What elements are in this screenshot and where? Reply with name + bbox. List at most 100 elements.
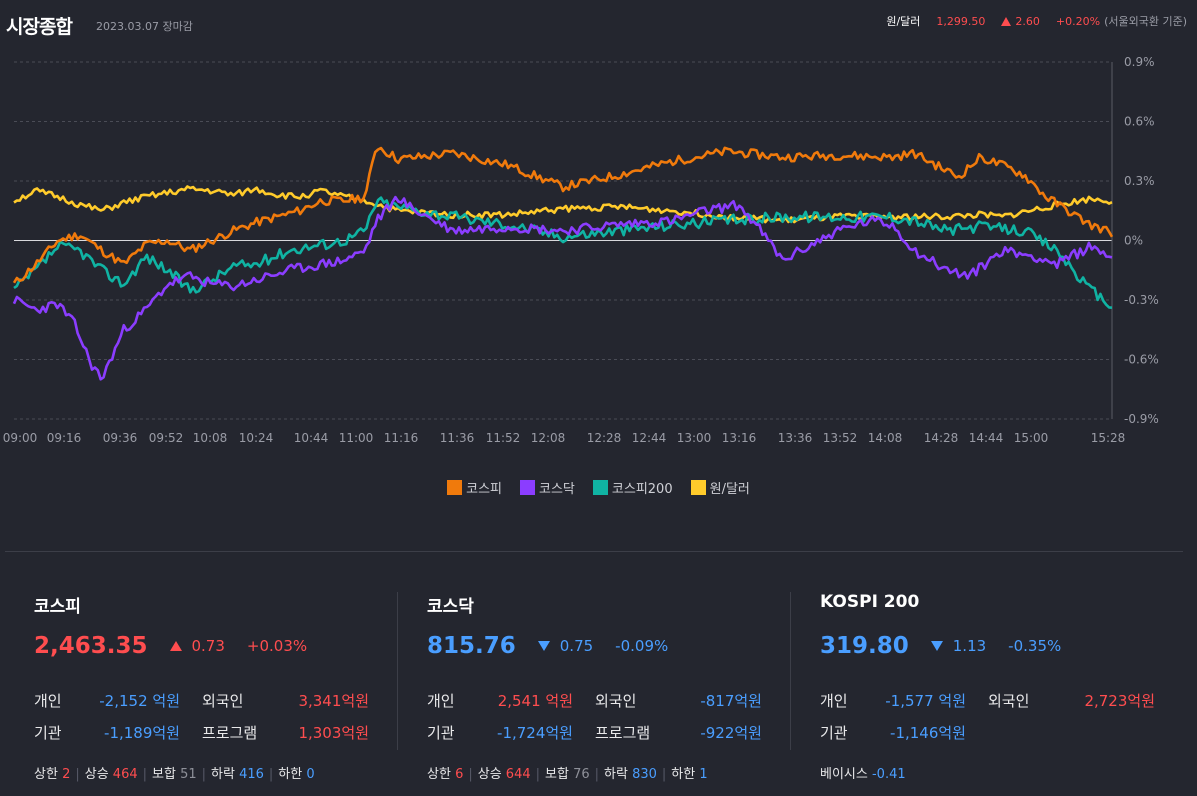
y-tick-label: 0.3% (1124, 174, 1155, 188)
investor-label: 개인 (34, 692, 62, 710)
x-tick-label: 13:52 (823, 431, 858, 445)
index-percent: -0.35% (1008, 637, 1062, 655)
panel-title: 코스피 (34, 597, 81, 617)
investor-value: -817억원 (700, 692, 762, 710)
investor-label: 개인 (427, 692, 455, 710)
stat-value: 76 (573, 767, 590, 782)
fx-summary: 원/달러 1,299.50 2.60 +0.20% (서울외국환 기준) (886, 13, 1187, 29)
up-arrow-icon (169, 641, 182, 651)
chart-legend: 코스피 코스닥 코스피200 원/달러 (0, 478, 1197, 497)
legend-swatch (592, 480, 608, 495)
x-tick-label: 11:00 (339, 431, 374, 445)
investor-label: 기관 (34, 724, 62, 742)
kospi200-panel: KOSPI 200 319.80 1.13 -0.35% 개인 -1,577 억… (820, 592, 1180, 792)
x-tick-label: 11:36 (440, 431, 475, 445)
investor-label: 외국인 (988, 692, 1030, 710)
stat-label: 보합 (545, 767, 569, 782)
stat-value: 416 (239, 767, 264, 782)
panel-title: 코스닥 (427, 597, 474, 617)
index-quote: 319.80 1.13 -0.35% (820, 633, 1083, 659)
index-value: 2,463.35 (34, 633, 148, 659)
index-quote: 815.76 0.75 -0.09% (427, 633, 690, 659)
fx-label: 원/달러 (886, 15, 921, 28)
x-axis-ticks: 09:00 09:16 09:36 09:52 10:08 10:24 10:44 11:00… (3, 431, 1126, 445)
fx-change: 2.60 (1015, 14, 1040, 28)
x-tick-label: 11:52 (486, 431, 521, 445)
investor-label: 프로그램 (202, 724, 258, 742)
y-axis-ticks: 0.9% 0.6% 0.3% 0% -0.3% -0.6% -0.9% (1124, 55, 1159, 426)
index-change: 1.13 (952, 637, 987, 655)
section-divider (5, 551, 1183, 552)
advance-decline-stats: 상한 6 | 상승 644 | 보합 76 | 하락 830 | 하한 1 (427, 767, 708, 782)
investor-label: 기관 (427, 724, 455, 742)
y-tick-label: -0.9% (1124, 412, 1159, 426)
stat-label: 상승 (477, 767, 502, 782)
legend-label: 코스피200 (611, 482, 673, 497)
investor-value: -1,724억원 (497, 724, 573, 742)
x-tick-label: 13:36 (778, 431, 813, 445)
panel-title: KOSPI 200 (820, 592, 920, 612)
basis-value: -0.41 (871, 767, 906, 782)
investor-value: 1,303억원 (298, 724, 369, 742)
x-tick-label: 11:16 (384, 431, 419, 445)
x-tick-label: 15:28 (1091, 431, 1126, 445)
index-value: 319.80 (820, 633, 909, 659)
investor-value: -2,152 억원 (99, 692, 180, 710)
panel-divider (790, 592, 791, 750)
investor-value: 2,541 억원 (497, 692, 573, 710)
kospi-panel: 코스피 2,463.35 0.73 +0.03% 개인 -2,152 억원 외국… (34, 592, 394, 792)
header: 시장종합 2023.03.07 장마감 원/달러 1,299.50 2.60 +… (0, 0, 1197, 50)
legend-item-kospi[interactable]: 코스피 (447, 478, 502, 497)
legend-item-kosdaq[interactable]: 코스닥 (520, 478, 575, 497)
x-tick-label: 10:44 (294, 431, 329, 445)
x-tick-label: 12:28 (587, 431, 622, 445)
fx-value: 1,299.50 (936, 14, 986, 28)
stat-value: 644 (505, 767, 531, 782)
stat-label: 상승 (84, 767, 109, 782)
legend-item-usdkrw[interactable]: 원/달러 (690, 478, 750, 497)
x-tick-label: 09:36 (103, 431, 138, 445)
stat-value: 2 (62, 767, 71, 782)
x-tick-label: 14:28 (924, 431, 959, 445)
stat-label: 상한 (427, 767, 451, 782)
stat-label: 상한 (34, 767, 58, 782)
stat-value: 0 (306, 767, 315, 782)
down-arrow-icon (930, 641, 943, 651)
y-tick-label: -0.6% (1124, 353, 1159, 367)
legend-swatch (690, 480, 706, 495)
up-arrow-icon (1001, 16, 1012, 26)
x-tick-label: 12:44 (632, 431, 667, 445)
stat-value: 1 (699, 767, 708, 782)
down-arrow-icon (537, 641, 550, 651)
investor-value: 2,723억원 (1084, 692, 1155, 710)
investor-value: -1,189억원 (104, 724, 180, 742)
x-tick-label: 10:24 (239, 431, 274, 445)
x-tick-label: 13:00 (677, 431, 712, 445)
investor-label: 프로그램 (595, 724, 651, 742)
x-tick-label: 09:52 (149, 431, 184, 445)
y-tick-label: 0.9% (1124, 55, 1155, 69)
stat-value: 6 (455, 767, 464, 782)
kosdaq-panel: 코스닥 815.76 0.75 -0.09% 개인 2,541 억원 외국인 -… (427, 592, 787, 792)
investor-value: -1,577 억원 (885, 692, 966, 710)
y-tick-label: 0% (1124, 234, 1143, 248)
x-tick-label: 14:08 (868, 431, 903, 445)
page-title: 시장종합 (6, 16, 73, 38)
stat-label: 하락 (211, 767, 235, 782)
legend-item-kospi200[interactable]: 코스피200 (592, 478, 673, 497)
investor-value: 3,341억원 (298, 692, 369, 710)
fx-note: (서울외국환 기준) (1104, 15, 1187, 28)
x-tick-label: 12:08 (531, 431, 566, 445)
stat-value: 830 (632, 767, 657, 782)
series-line-kospi200 (13, 196, 1113, 309)
index-quote: 2,463.35 0.73 +0.03% (34, 633, 329, 659)
index-value: 815.76 (427, 633, 516, 659)
basis-label: 베이시스 (820, 767, 868, 782)
x-tick-label: 10:08 (193, 431, 228, 445)
stat-label: 하한 (671, 767, 696, 782)
stat-label: 하한 (278, 767, 303, 782)
x-tick-label: 14:44 (969, 431, 1004, 445)
y-tick-label: -0.3% (1124, 293, 1159, 307)
advance-decline-stats: 상한 2 | 상승 464 | 보합 51 | 하락 416 | 하한 0 (34, 767, 315, 782)
x-tick-label: 13:16 (722, 431, 757, 445)
